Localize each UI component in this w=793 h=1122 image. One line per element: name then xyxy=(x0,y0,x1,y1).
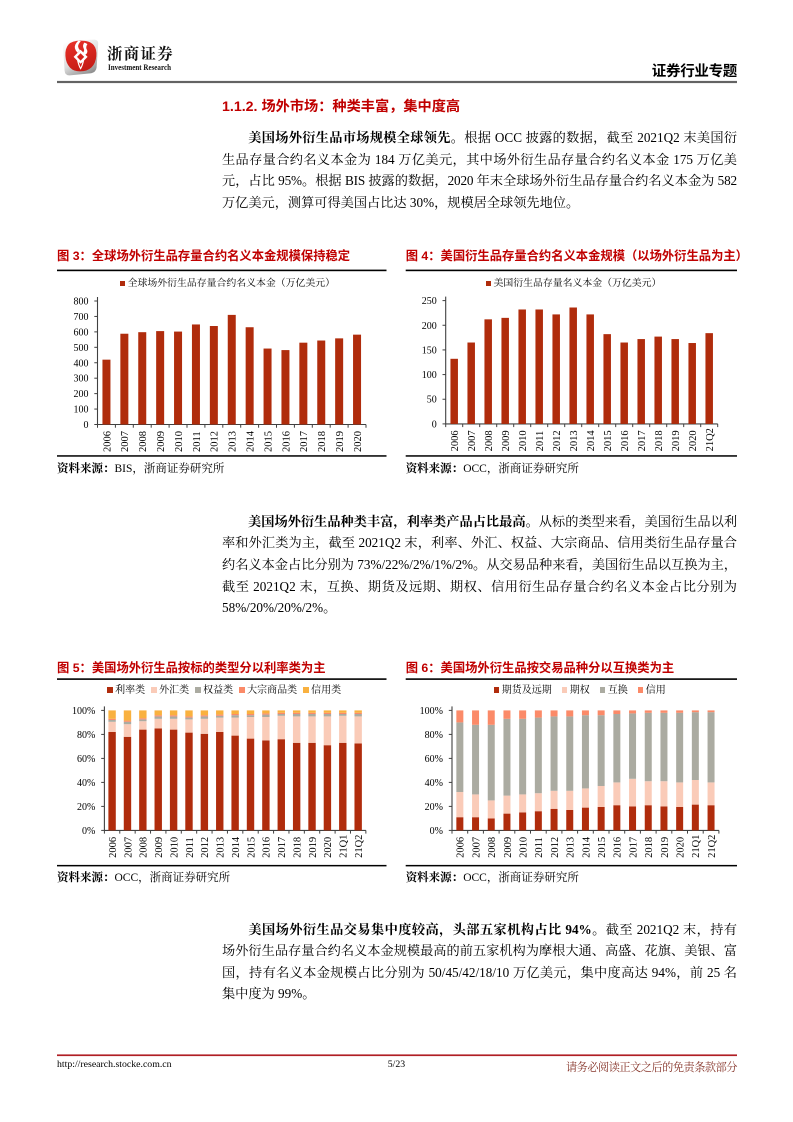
svg-text:100%: 100% xyxy=(420,706,443,717)
svg-text:2009: 2009 xyxy=(154,837,165,858)
svg-text:2014: 2014 xyxy=(231,836,242,858)
svg-text:100%: 100% xyxy=(72,706,95,717)
svg-text:2012: 2012 xyxy=(550,837,561,858)
svg-text:2011: 2011 xyxy=(535,431,546,452)
svg-text:2007: 2007 xyxy=(471,837,482,858)
svg-text:40%: 40% xyxy=(425,778,443,789)
svg-text:2012: 2012 xyxy=(552,430,563,451)
svg-text:20%: 20% xyxy=(425,802,443,813)
svg-text:0%: 0% xyxy=(82,826,95,837)
svg-text:40%: 40% xyxy=(77,778,95,789)
svg-text:2015: 2015 xyxy=(246,837,257,858)
svg-text:2006: 2006 xyxy=(456,837,467,858)
svg-text:2010: 2010 xyxy=(169,837,180,858)
svg-text:2012: 2012 xyxy=(200,837,211,858)
svg-text:2009: 2009 xyxy=(503,837,514,858)
svg-text:2019: 2019 xyxy=(335,431,346,452)
svg-text:21Q2: 21Q2 xyxy=(707,835,718,858)
svg-text:60%: 60% xyxy=(77,754,95,765)
svg-text:2017: 2017 xyxy=(628,837,639,858)
svg-text:250: 250 xyxy=(422,296,437,307)
svg-text:2007: 2007 xyxy=(467,430,478,451)
svg-text:20%: 20% xyxy=(77,802,95,813)
svg-text:500: 500 xyxy=(74,343,89,354)
svg-text:2015: 2015 xyxy=(597,837,608,858)
svg-text:2007: 2007 xyxy=(120,431,131,452)
svg-text:2013: 2013 xyxy=(228,431,239,452)
svg-text:2006: 2006 xyxy=(102,431,113,452)
svg-text:2006: 2006 xyxy=(108,837,119,858)
svg-text:2013: 2013 xyxy=(569,430,580,451)
svg-text:800: 800 xyxy=(74,297,89,308)
svg-text:100: 100 xyxy=(74,405,89,416)
svg-text:2013: 2013 xyxy=(216,837,227,858)
svg-text:0: 0 xyxy=(432,419,437,430)
svg-text:2013: 2013 xyxy=(566,837,577,858)
svg-text:50: 50 xyxy=(427,395,437,406)
svg-text:200: 200 xyxy=(422,321,437,332)
svg-text:2016: 2016 xyxy=(613,837,624,858)
svg-text:0: 0 xyxy=(84,420,89,431)
svg-text:80%: 80% xyxy=(77,730,95,741)
svg-text:2017: 2017 xyxy=(637,430,648,451)
svg-text:60%: 60% xyxy=(425,754,443,765)
svg-text:100: 100 xyxy=(422,370,437,381)
svg-text:2010: 2010 xyxy=(518,430,529,451)
svg-text:2020: 2020 xyxy=(353,431,364,452)
svg-text:700: 700 xyxy=(74,312,89,323)
svg-text:2011: 2011 xyxy=(185,837,196,858)
svg-text:21Q1: 21Q1 xyxy=(691,835,702,858)
svg-text:2015: 2015 xyxy=(263,431,274,452)
svg-text:0%: 0% xyxy=(430,826,443,837)
svg-text:400: 400 xyxy=(74,358,89,369)
svg-text:2010: 2010 xyxy=(174,431,185,452)
svg-text:2019: 2019 xyxy=(671,430,682,451)
svg-text:2018: 2018 xyxy=(317,431,328,452)
svg-text:2014: 2014 xyxy=(586,430,597,452)
svg-text:2011: 2011 xyxy=(534,837,545,858)
svg-text:2015: 2015 xyxy=(603,430,614,451)
svg-text:2014: 2014 xyxy=(581,836,592,858)
svg-text:80%: 80% xyxy=(425,730,443,741)
svg-text:2019: 2019 xyxy=(308,837,319,858)
svg-text:2016: 2016 xyxy=(620,430,631,451)
svg-text:2017: 2017 xyxy=(277,837,288,858)
svg-text:200: 200 xyxy=(74,389,89,400)
svg-text:2020: 2020 xyxy=(688,430,699,451)
svg-text:2007: 2007 xyxy=(123,837,134,858)
svg-text:2008: 2008 xyxy=(487,837,498,858)
svg-text:2017: 2017 xyxy=(299,431,310,452)
svg-text:2016: 2016 xyxy=(262,837,273,858)
svg-text:21Q2: 21Q2 xyxy=(354,835,365,858)
svg-text:2008: 2008 xyxy=(484,430,495,451)
svg-text:2020: 2020 xyxy=(675,837,686,858)
svg-text:2008: 2008 xyxy=(139,837,150,858)
svg-text:2018: 2018 xyxy=(292,837,303,858)
svg-text:2018: 2018 xyxy=(654,430,665,451)
svg-text:2009: 2009 xyxy=(156,431,167,452)
svg-text:2006: 2006 xyxy=(450,430,461,451)
svg-text:2014: 2014 xyxy=(245,430,256,452)
svg-text:2018: 2018 xyxy=(644,837,655,858)
svg-text:2020: 2020 xyxy=(323,837,334,858)
svg-text:150: 150 xyxy=(422,345,437,356)
svg-text:300: 300 xyxy=(74,374,89,385)
svg-text:2012: 2012 xyxy=(210,431,221,452)
svg-text:2011: 2011 xyxy=(192,431,203,452)
svg-text:2019: 2019 xyxy=(660,837,671,858)
svg-text:2010: 2010 xyxy=(518,837,529,858)
svg-text:2009: 2009 xyxy=(501,430,512,451)
svg-text:2016: 2016 xyxy=(281,431,292,452)
svg-text:21Q2: 21Q2 xyxy=(705,428,716,451)
svg-text:2008: 2008 xyxy=(138,431,149,452)
svg-text:21Q1: 21Q1 xyxy=(339,835,350,858)
svg-text:600: 600 xyxy=(74,327,89,338)
